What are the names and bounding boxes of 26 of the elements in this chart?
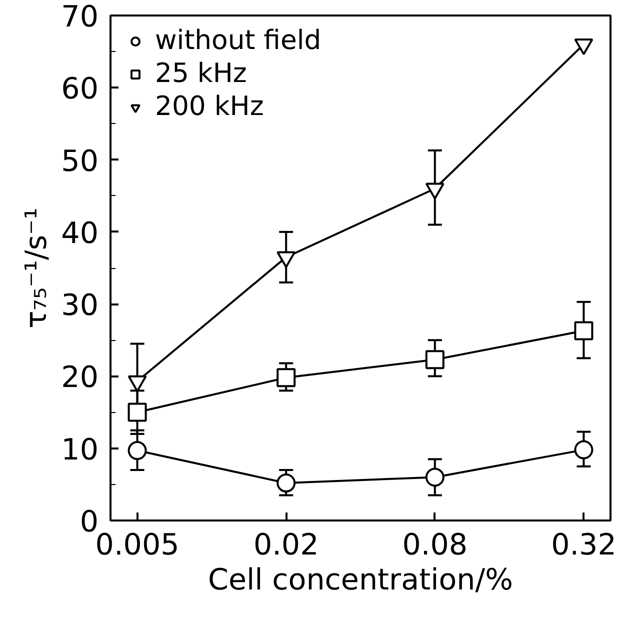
y-tick-label: 50 xyxy=(61,144,99,178)
y-tick-label: 60 xyxy=(61,72,99,106)
legend-label: 200 kHz xyxy=(155,91,264,122)
y-tick-label: 10 xyxy=(61,432,99,466)
point xyxy=(574,321,594,340)
point xyxy=(425,182,444,200)
point xyxy=(276,368,296,388)
x-tick-label: 0.32 xyxy=(551,528,616,562)
point xyxy=(128,402,147,422)
point xyxy=(276,251,296,268)
y-axis-title: τ₇₅⁻¹/s⁻¹ xyxy=(19,208,54,328)
x-tick-label: 0.02 xyxy=(253,528,319,562)
point xyxy=(574,440,594,460)
y-tick-label: 40 xyxy=(61,216,99,250)
point xyxy=(128,441,147,460)
x-tick-label: 0.08 xyxy=(402,528,468,562)
y-tick-label: 30 xyxy=(61,288,99,322)
legend-label: without field xyxy=(155,25,322,56)
point xyxy=(574,38,594,56)
point xyxy=(425,350,444,370)
x-axis-title: Cell concentration/% xyxy=(208,562,514,596)
y-tick-label: 70 xyxy=(61,0,99,34)
legend-label: 25 kHz xyxy=(155,58,247,89)
point xyxy=(276,474,296,492)
y-tick-label: 20 xyxy=(61,360,99,394)
point xyxy=(425,468,444,487)
